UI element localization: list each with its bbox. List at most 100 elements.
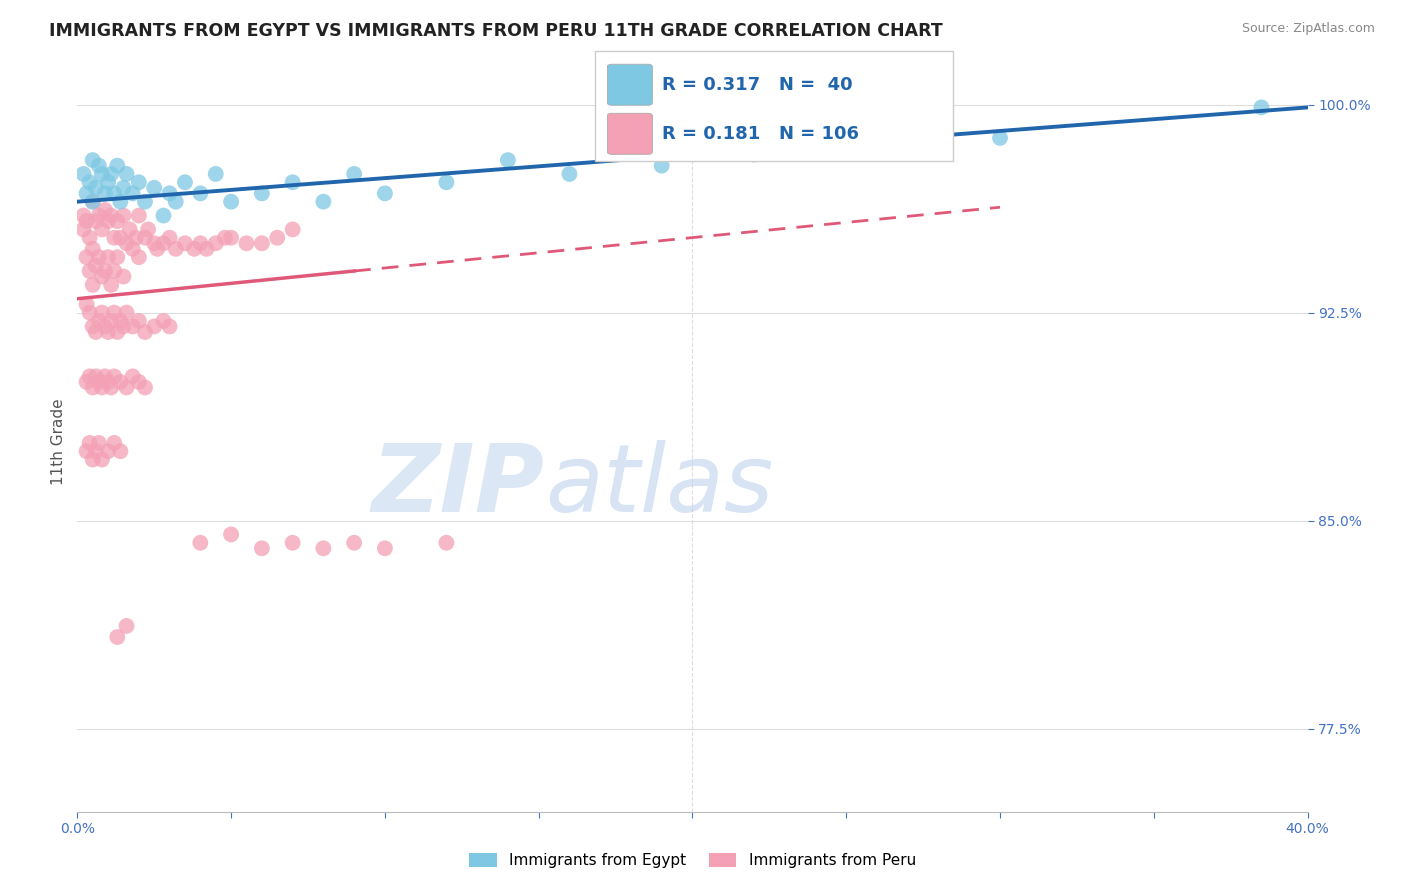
Point — [128, 375, 150, 389]
Point — [84, 214, 107, 228]
Point — [110, 194, 132, 209]
Point — [219, 194, 242, 209]
Point — [103, 305, 125, 319]
Point — [136, 222, 159, 236]
Point — [90, 452, 114, 467]
Point — [87, 250, 110, 264]
Point — [87, 314, 110, 328]
Point — [134, 194, 156, 209]
Text: Source: ZipAtlas.com: Source: ZipAtlas.com — [1241, 22, 1375, 36]
Point — [128, 314, 150, 328]
Point — [143, 181, 166, 195]
Point — [76, 444, 98, 458]
Point — [100, 380, 122, 394]
Point — [105, 159, 128, 173]
Point — [219, 527, 242, 541]
Point — [121, 186, 143, 201]
Point — [103, 369, 125, 384]
Point — [87, 159, 110, 173]
Point — [97, 175, 120, 189]
Point — [79, 231, 101, 245]
Point — [105, 250, 128, 264]
Point — [250, 236, 273, 251]
Point — [128, 175, 150, 189]
Point — [188, 186, 212, 201]
Point — [235, 236, 257, 251]
Point — [79, 175, 101, 189]
Point — [94, 369, 117, 384]
Point — [250, 186, 273, 201]
Point — [82, 277, 104, 292]
Legend: Immigrants from Egypt, Immigrants from Peru: Immigrants from Egypt, Immigrants from P… — [463, 847, 922, 874]
Point — [651, 159, 673, 173]
Point — [84, 181, 107, 195]
Point — [281, 222, 304, 236]
Point — [134, 380, 156, 394]
Point — [134, 231, 156, 245]
Point — [112, 181, 135, 195]
Point — [436, 535, 458, 549]
Point — [134, 325, 156, 339]
Point — [76, 375, 98, 389]
Point — [312, 194, 335, 209]
Point — [103, 186, 125, 201]
Point — [159, 231, 181, 245]
Point — [188, 535, 212, 549]
Point — [100, 209, 122, 223]
Point — [82, 194, 104, 209]
Point — [97, 375, 120, 389]
Point — [988, 131, 1011, 145]
Point — [742, 147, 765, 161]
Point — [121, 319, 143, 334]
Point — [76, 297, 98, 311]
Point — [115, 619, 138, 633]
Point — [112, 209, 135, 223]
Point — [115, 305, 138, 319]
Point — [79, 305, 101, 319]
Point — [152, 209, 174, 223]
Point — [94, 264, 117, 278]
Point — [143, 236, 166, 251]
Point — [146, 242, 169, 256]
Point — [103, 436, 125, 450]
Point — [374, 541, 396, 556]
Point — [84, 369, 107, 384]
Point — [82, 194, 104, 209]
Point — [165, 242, 187, 256]
Point — [1250, 100, 1272, 114]
Point — [281, 535, 304, 549]
Point — [90, 269, 114, 284]
Point — [105, 214, 128, 228]
Point — [84, 325, 107, 339]
Text: IMMIGRANTS FROM EGYPT VS IMMIGRANTS FROM PERU 11TH GRADE CORRELATION CHART: IMMIGRANTS FROM EGYPT VS IMMIGRANTS FROM… — [49, 22, 943, 40]
Point — [121, 369, 143, 384]
Y-axis label: 11th Grade: 11th Grade — [51, 398, 66, 485]
Point — [343, 167, 366, 181]
Point — [110, 231, 132, 245]
Point — [143, 319, 166, 334]
Point — [100, 167, 122, 181]
Point — [90, 167, 114, 181]
Point — [87, 209, 110, 223]
Point — [125, 231, 148, 245]
Point — [105, 630, 128, 644]
Point — [103, 231, 125, 245]
Point — [90, 222, 114, 236]
Point — [82, 319, 104, 334]
Point — [374, 186, 396, 201]
Point — [152, 236, 174, 251]
Point — [281, 175, 304, 189]
Point — [82, 242, 104, 256]
Point — [128, 209, 150, 223]
Point — [76, 214, 98, 228]
Point — [159, 319, 181, 334]
Point — [76, 186, 98, 201]
Point — [79, 264, 101, 278]
Point — [100, 277, 122, 292]
Point — [82, 153, 104, 167]
Point — [312, 541, 335, 556]
Point — [174, 236, 197, 251]
Point — [188, 236, 212, 251]
Point — [72, 209, 94, 223]
Point — [183, 242, 205, 256]
